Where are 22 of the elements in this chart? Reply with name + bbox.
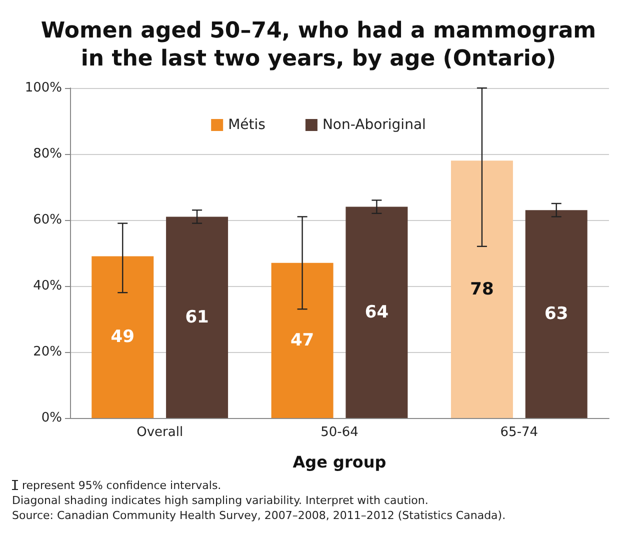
y-tick-label: 0% xyxy=(41,410,62,426)
legend-label: Métis xyxy=(228,117,266,133)
data-label: 64 xyxy=(364,302,389,322)
y-tick-label: 40% xyxy=(33,278,62,294)
x-tick-label: Overall xyxy=(136,425,184,440)
x-tick-label: 50-64 xyxy=(320,425,358,440)
text: Diagonal shading indicates high sampling variability. Interpret with caution. xyxy=(12,494,428,507)
x-axis-title: Age group xyxy=(292,452,386,472)
y-tick-label: 80% xyxy=(33,146,62,162)
data-label: 47 xyxy=(290,330,314,350)
y-tick-label: 20% xyxy=(33,344,62,360)
chart-title: Women aged 50–74, who had a mammogram in the last two years, by age (Ontario) xyxy=(40,18,596,72)
data-label: 63 xyxy=(544,304,568,324)
data-label: 78 xyxy=(470,279,494,300)
y-tick-label: 100% xyxy=(24,80,62,96)
x-tick-label: 65-74 xyxy=(500,425,538,440)
data-label: 61 xyxy=(185,307,209,328)
text: represent 95% confidence intervals. xyxy=(22,479,222,492)
source-note: Source: Canadian Community Health Survey, 2007–2008, 2011–2012 (Statistics Canada). xyxy=(12,509,506,522)
data-label: 49 xyxy=(110,327,134,348)
legend-label: Non-Aboriginal xyxy=(322,117,426,133)
y-tick-label: 60% xyxy=(33,212,62,228)
